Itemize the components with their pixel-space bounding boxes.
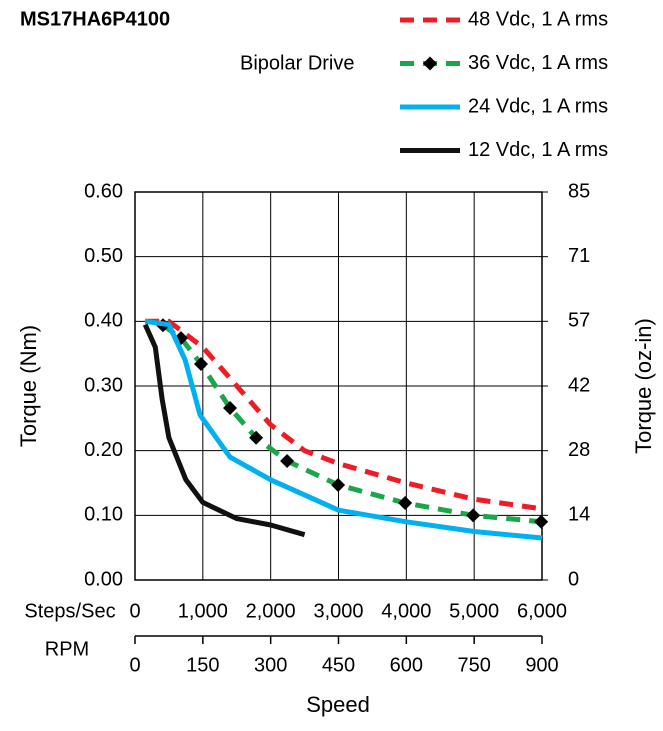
series-marker	[466, 508, 481, 523]
y2-axis-title: Torque (oz-in)	[631, 318, 656, 454]
series-line	[142, 323, 306, 538]
y-tick-label: 0.10	[84, 504, 123, 526]
x-axis-title: Speed	[306, 692, 370, 717]
series-line	[161, 323, 542, 525]
y-tick-label: 0.50	[84, 245, 123, 267]
y2-tick-label: 57	[568, 310, 590, 332]
series-marker	[280, 454, 295, 469]
x-tick-label: 0	[129, 600, 140, 622]
y-tick-label: 0.60	[84, 180, 123, 202]
legend-label: 24 Vdc, 1 A rms	[468, 95, 608, 117]
y2-tick-label: 28	[568, 439, 590, 461]
y-tick-label: 0.20	[84, 439, 123, 461]
y2-tick-label: 14	[568, 504, 590, 526]
y-tick-label: 0.30	[84, 374, 123, 396]
x2-tick-label: 450	[322, 654, 355, 676]
legend-label: 12 Vdc, 1 A rms	[468, 139, 608, 161]
x-tick-label: 6,000	[517, 600, 567, 622]
series-marker	[398, 496, 413, 511]
x2-tick-label: 750	[457, 654, 490, 676]
y-tick-label: 0.40	[84, 310, 123, 332]
plot-frame	[134, 191, 543, 581]
x-tick-label: 1,000	[178, 600, 228, 622]
x2-tick-label: 300	[254, 654, 287, 676]
legend-label: 36 Vdc, 1 A rms	[468, 52, 608, 74]
x-axis-name: Steps/Sec	[24, 600, 115, 622]
y2-tick-label: 85	[568, 180, 590, 202]
series-marker	[534, 514, 549, 529]
x-tick-label: 2,000	[246, 600, 296, 622]
chart-subtitle: Bipolar Drive	[240, 52, 354, 74]
y2-tick-label: 0	[568, 568, 579, 590]
x2-axis-name: RPM	[45, 638, 89, 660]
x2-tick-label: 150	[186, 654, 219, 676]
y-tick-label: 0.00	[84, 568, 123, 590]
legend-label: 48 Vdc, 1 A rms	[468, 8, 608, 30]
x-tick-label: 3,000	[313, 600, 363, 622]
x2-tick-label: 600	[390, 654, 423, 676]
y-axis-title: Torque (Nm)	[16, 325, 41, 447]
series-marker	[194, 357, 209, 372]
series-line	[145, 318, 543, 512]
y2-tick-label: 42	[568, 374, 590, 396]
series-marker	[249, 430, 264, 445]
series-marker	[223, 400, 238, 415]
x-tick-label: 5,000	[449, 600, 499, 622]
y2-tick-label: 71	[568, 245, 590, 267]
series-line	[144, 318, 543, 541]
series-marker	[331, 477, 346, 492]
x2-tick-label: 0	[129, 654, 140, 676]
x-tick-label: 4,000	[381, 600, 431, 622]
legend-marker	[423, 56, 437, 71]
x2-tick-label: 900	[525, 654, 558, 676]
chart-title: MS17HA6P4100	[20, 8, 170, 30]
